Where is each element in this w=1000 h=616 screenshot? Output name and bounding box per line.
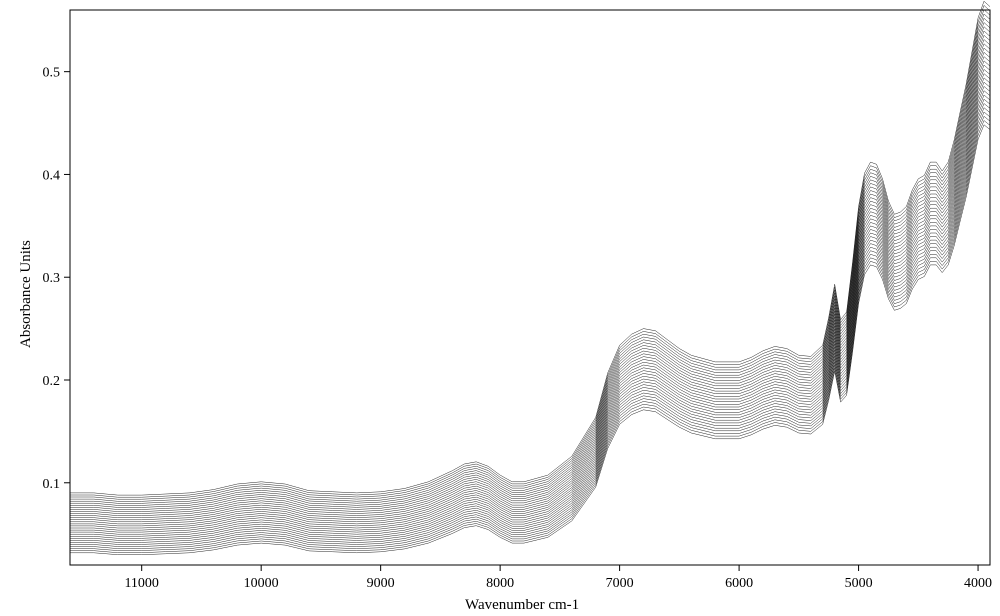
y-tick-label: 0.5 [43,66,61,81]
x-tick-label: 8000 [486,576,514,591]
spectra-chart: 11000 10000 9000 8000 7000 6000 5000 4000 0.1 0.2… [0,0,1000,616]
x-tick-label: 6000 [725,576,753,591]
x-tick-label: 11000 [124,576,158,591]
y-tick-label: 0.3 [43,271,61,286]
x-tick-label: 4000 [964,576,992,591]
y-tick-label: 0.2 [43,374,61,389]
x-axis-label: Wavenumber cm-1 [465,597,579,614]
y-tick-label: 0.1 [43,477,61,492]
y-tick-label: 0.4 [43,168,61,183]
chart-svg: 11000 10000 9000 8000 7000 6000 5000 4000 0.1 0.2… [0,0,1000,616]
x-tick-label: 5000 [845,576,873,591]
y-axis-label: Absorbance Units [18,240,35,348]
x-tick-label: 9000 [367,576,395,591]
x-tick-label: 10000 [244,576,279,591]
x-tick-label: 7000 [606,576,634,591]
